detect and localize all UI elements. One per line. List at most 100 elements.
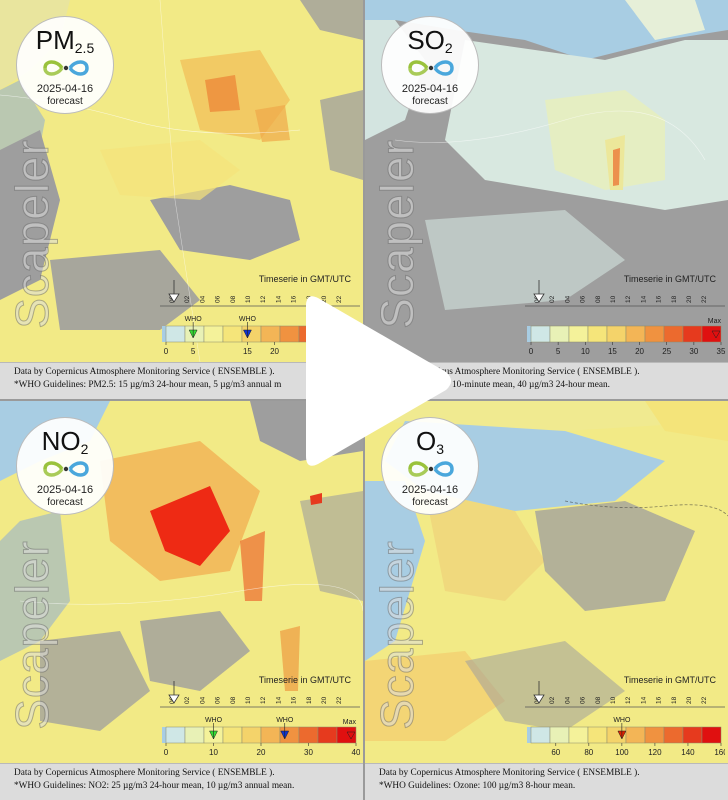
hour-label: 08 <box>230 295 237 303</box>
footer-who: s: SO2: 500 µg/m3 10-minute mean, 40 µg/… <box>379 380 610 390</box>
scale-bin <box>222 325 243 343</box>
forecast-date: 2025-04-16 <box>36 83 94 95</box>
timeserie-label: Timeserie in GMT/UTC <box>623 274 716 284</box>
scale-bin <box>568 325 589 343</box>
scale-bin <box>587 325 608 343</box>
hour-label: 22 <box>336 295 343 303</box>
hour-label: 10 <box>245 295 252 303</box>
scale-bin <box>606 325 627 343</box>
scale-tick-label: 0 <box>164 748 169 757</box>
scale-bin <box>549 325 570 343</box>
hour-label: 12 <box>625 696 632 704</box>
panel-footer: Data by Copernicus Atmosphere Monitoring… <box>0 763 363 800</box>
hour-label: 12 <box>260 696 267 704</box>
footer-who: *WHO Guidelines: NO2: 25 µg/m3 24-hour m… <box>14 781 295 791</box>
o3-badge: O3 2025-04-16 forecast <box>381 417 479 515</box>
pollutant-name: NO2 <box>41 426 89 457</box>
panel-footer: Data by Copernicus Atmosphere Monitoring… <box>365 763 728 800</box>
who-label: WHO <box>239 316 257 323</box>
forecast-date: 2025-04-16 <box>401 83 459 95</box>
max-label: Max <box>708 318 722 325</box>
hour-label: 04 <box>199 696 206 704</box>
hour-label: 14 <box>640 696 647 704</box>
timeserie-label: Timeserie in GMT/UTC <box>258 274 351 284</box>
hour-label: 06 <box>580 696 587 704</box>
hour-label: 12 <box>260 295 267 303</box>
footer-who: *WHO Guidelines: PM2.5: 15 µg/m3 24-hour… <box>14 380 282 390</box>
footer-source: Data by Copernicus Atmosphere Monitoring… <box>379 768 640 778</box>
footer-source: Data by Copernicus Atmosphere Monitoring… <box>14 367 275 377</box>
pollutant-name: O3 <box>415 426 445 457</box>
scale-bin <box>663 726 684 744</box>
max-marker-icon <box>346 731 356 740</box>
forecast-label: forecast <box>47 497 83 508</box>
scale-low-cap <box>527 326 533 342</box>
panel-no2: NO2 2025-04-16 forecast Scapeler Timeser… <box>0 401 363 800</box>
scale-bin <box>568 726 589 744</box>
scale-tick-label: 160 <box>714 748 725 757</box>
scale-bin <box>549 726 570 744</box>
hour-label: 22 <box>701 295 708 303</box>
panel-footer: Data by Copernicus Atmosphere Monitoring… <box>0 362 363 399</box>
hour-label: 16 <box>656 696 663 704</box>
scale-tick-label: 30 <box>304 748 313 757</box>
scale-low-cap <box>162 326 168 342</box>
hour-label: 16 <box>656 295 663 303</box>
scale-bin <box>587 726 608 744</box>
scale-tick-label: 60 <box>551 748 560 757</box>
forecast-label: forecast <box>412 497 448 508</box>
scale-tick-label: 5 <box>191 347 196 356</box>
cams-logo-icon <box>408 461 454 477</box>
footer-source: Data by Copernicus Atmosphere Monitoring… <box>379 367 640 377</box>
cams-logo-icon <box>43 461 89 477</box>
hour-label: 18 <box>671 696 678 704</box>
scapeler-watermark: Scapeler <box>6 139 59 330</box>
hour-label: 20 <box>321 295 328 303</box>
max-label: Max <box>343 719 357 726</box>
scale-tick-label: 40 <box>352 748 360 757</box>
scale-bin <box>260 726 281 744</box>
hour-label: 18 <box>306 696 313 704</box>
scale-bin <box>165 325 186 343</box>
scale-tick-label: 10 <box>209 748 218 757</box>
hour-label: 06 <box>215 696 222 704</box>
hour-label: 02 <box>184 295 191 303</box>
hour-label: 02 <box>549 696 556 704</box>
scale-bin <box>663 325 684 343</box>
scale-bin <box>298 726 319 744</box>
cams-logo-icon <box>408 60 454 76</box>
scale-low-cap <box>162 727 168 743</box>
play-icon[interactable] <box>300 288 456 474</box>
scale-tick-label: 15 <box>608 347 617 356</box>
scale-bin <box>530 726 551 744</box>
hour-label: 14 <box>640 295 647 303</box>
hour-label: 14 <box>275 696 282 704</box>
scale-bin <box>241 325 262 343</box>
who-label: WHO <box>185 316 203 323</box>
pollutant-name: SO2 <box>407 25 453 56</box>
scale-tick-label: 20 <box>257 748 266 757</box>
so2-badge: SO2 2025-04-16 forecast <box>381 16 479 114</box>
hour-label: 18 <box>671 295 678 303</box>
scale-bin <box>682 325 703 343</box>
hour-label: 20 <box>686 696 693 704</box>
hour-label: 04 <box>564 295 571 303</box>
no2-map <box>0 401 363 763</box>
scale-tick-label: 5 <box>556 347 561 356</box>
scale-tick-label: 20 <box>270 347 279 356</box>
forecast-date: 2025-04-16 <box>36 484 94 496</box>
pollutant-name: PM2.5 <box>35 25 95 56</box>
hour-label: 10 <box>610 295 617 303</box>
scale-bin <box>625 726 646 744</box>
hour-label: 16 <box>291 696 298 704</box>
hour-label: 16 <box>291 295 298 303</box>
hour-label: 10 <box>610 696 617 704</box>
scale-low-cap <box>527 727 533 743</box>
hour-label: 06 <box>580 295 587 303</box>
scale-tick-label: 100 <box>615 748 629 757</box>
scale-tick-label: 30 <box>689 347 698 356</box>
who-label: WHO <box>205 717 223 724</box>
scale-bin <box>701 726 722 744</box>
color-scale-legend: 60 80 100 120 140 160 WHO <box>527 717 725 757</box>
